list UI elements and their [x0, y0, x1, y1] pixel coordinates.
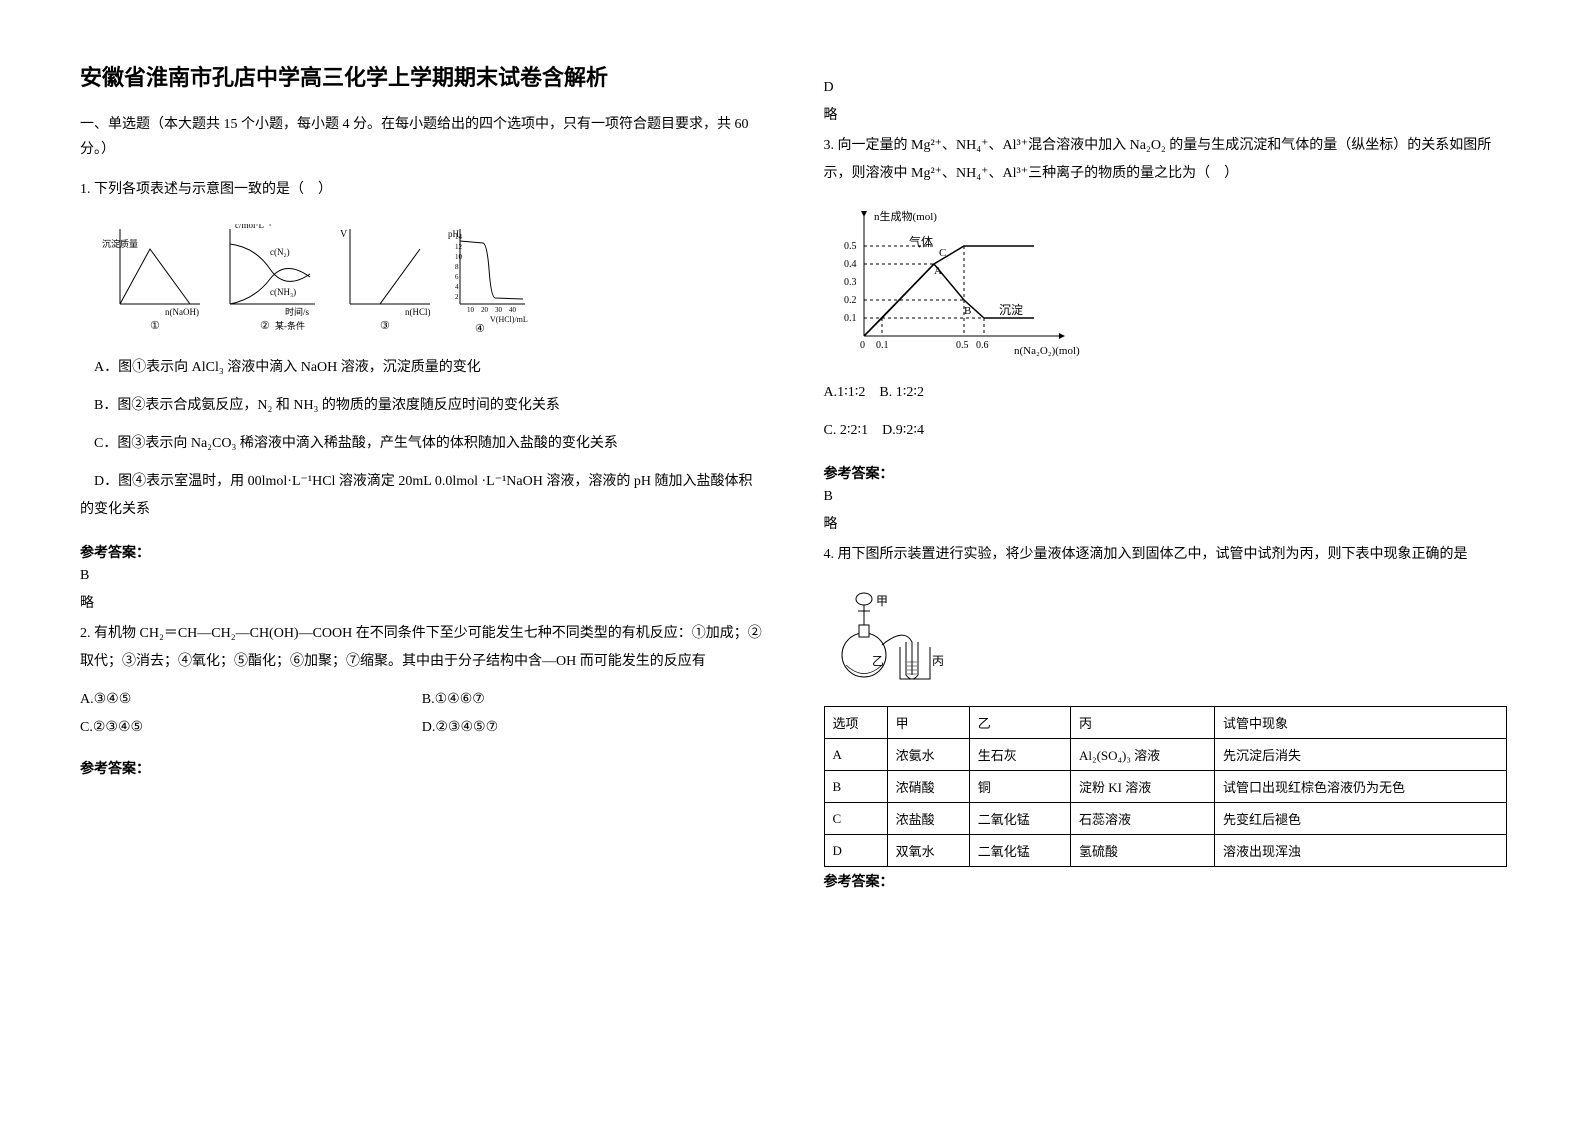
q2-answer-label: 参考答案：: [80, 758, 764, 778]
q3-optsAB: A.1∶1∶2 B. 1∶2∶2: [824, 379, 1508, 407]
page-title: 安徽省淮南市孔店中学高三化学上学期期末试卷含解析: [80, 60, 764, 92]
svg-text:10: 10: [467, 306, 475, 314]
svg-text:2: 2: [455, 293, 459, 301]
fig3-tag: ③: [380, 320, 390, 332]
fig2-ylabel: c/mol·L⁻¹: [235, 224, 272, 230]
svg-text:40: 40: [509, 306, 517, 314]
right-column: D 略 3. 向一定量的 Mg²⁺、NH₄⁺、Al³⁺混合溶液中加入 Na₂O₂…: [824, 60, 1508, 1062]
q4-yi: 乙: [872, 654, 884, 668]
th-bing: 丙: [1071, 707, 1215, 739]
q3-ylabel: n生成物(mol): [874, 209, 937, 223]
svg-text:0.4: 0.4: [844, 259, 857, 270]
q1-optB: B．图②表示合成氨反应，N₂ 和 NH₃ 的物质的量浓度随反应时间的变化关系: [80, 392, 764, 420]
svg-text:0: 0: [860, 340, 865, 351]
fig1-xlabel: n(NaOH): [165, 307, 199, 317]
svg-text:0.5: 0.5: [844, 241, 857, 252]
q3-gas-label: 气体: [909, 234, 933, 249]
q4-jia: 甲: [876, 594, 888, 608]
q2-options: A.③④⑤ B.①④⑥⑦ C.②③④⑤ D.②③④⑤⑦: [80, 686, 764, 742]
q2-optC: C.②③④⑤: [80, 714, 422, 742]
q3-stem: 3. 向一定量的 Mg²⁺、NH₄⁺、Al³⁺混合溶液中加入 Na₂O₂ 的量与…: [824, 132, 1508, 188]
q1-answer: B: [80, 568, 764, 584]
fig3-ylabel: V: [340, 229, 348, 240]
q4-figure: 甲 乙 丙: [834, 587, 1508, 692]
svg-text:B: B: [964, 305, 971, 317]
svg-text:0.6: 0.6: [976, 340, 989, 351]
fig4-xlabel: V(HCl)/mL: [490, 315, 528, 324]
q1-optA: A．图①表示向 AlCl₃ 溶液中滴入 NaOH 溶液，沉淀质量的变化: [80, 354, 764, 382]
q3-brief: 略: [824, 513, 1508, 533]
q4-answer-label: 参考答案：: [824, 871, 1508, 891]
th-phenom: 试管中现象: [1214, 707, 1506, 739]
q1-optC: C．图③表示向 Na₂CO₃ 稀溶液中滴入稀盐酸，产生气体的体积随加入盐酸的变化…: [80, 430, 764, 458]
q1-stem: 1. 下列各项表述与示意图一致的是（ ）: [80, 176, 764, 204]
q2-brief: 略: [824, 104, 1508, 124]
q3-xlabel: n(Na₂O₂)(mol): [1014, 345, 1080, 357]
th-jia: 甲: [887, 707, 969, 739]
q3-optB: B. 1∶2∶2: [879, 385, 924, 400]
q1-answer-label: 参考答案：: [80, 542, 764, 562]
fig2-n2: c(N₂): [270, 247, 290, 257]
svg-text:0.1: 0.1: [844, 313, 857, 324]
th-option: 选项: [824, 707, 887, 739]
table-row: B 浓硝酸 铜 淀粉 KI 溶液 试管口出现红棕色溶液仍为无色: [824, 771, 1507, 803]
fig4-tag: ④: [475, 323, 485, 334]
svg-text:14: 14: [455, 233, 463, 241]
q3-figure: n生成物(mol) n(Na₂O₂)(mol) 0.1 0.2 0.3 0.4 …: [834, 206, 1508, 371]
q2-answer: D: [824, 80, 1508, 96]
q1-optD: D．图④表示室温时，用 00lmol·L⁻¹HCl 溶液滴定 20mL 0.0l…: [80, 468, 764, 524]
q2-optB: B.①④⑥⑦: [422, 686, 764, 714]
svg-text:0.5: 0.5: [956, 340, 969, 351]
q3-answer: B: [824, 489, 1508, 505]
q4-stem: 4. 用下图所示装置进行实验，将少量液体逐滴加入到固体乙中，试管中试剂为丙，则下…: [824, 541, 1508, 569]
q3-precip-label: 沉淀: [999, 303, 1023, 317]
th-yi: 乙: [969, 707, 1070, 739]
q3-optA: A.1∶1∶2: [824, 385, 866, 400]
q2-optD: D.②③④⑤⑦: [422, 714, 764, 742]
fig1-tag: ①: [150, 320, 160, 332]
table-row: A 浓氨水 生石灰 Al₂(SO₄)₃ 溶液 先沉淀后消失: [824, 739, 1507, 771]
q3-optD: D.9∶2∶4: [882, 423, 924, 438]
fig2-xlabel: 时间/s: [285, 306, 310, 317]
q3-optC: C. 2∶2∶1: [824, 423, 869, 438]
svg-text:12: 12: [455, 243, 463, 251]
svg-text:30: 30: [495, 306, 503, 314]
q2-optA: A.③④⑤: [80, 686, 422, 714]
section-1-header: 一、单选题（本大题共 15 个小题，每小题 4 分。在每小题给出的四个选项中，只…: [80, 112, 764, 162]
q1-figure: 沉淀质量 n(NaOH) ① c/mol·L⁻¹ c(N₂) c(NH₃) 时间…: [100, 224, 764, 334]
fig2-tag: ②: [260, 320, 270, 332]
svg-text:C: C: [939, 247, 946, 259]
table-header-row: 选项 甲 乙 丙 试管中现象: [824, 707, 1507, 739]
svg-text:6: 6: [455, 273, 459, 281]
fig2-nh3: c(NH₃): [270, 287, 296, 297]
svg-text:0.3: 0.3: [844, 277, 857, 288]
svg-text:8: 8: [455, 263, 459, 271]
fig1-ylabel: 沉淀质量: [102, 238, 138, 249]
q3-optsCD: C. 2∶2∶1 D.9∶2∶4: [824, 417, 1508, 445]
left-column: 安徽省淮南市孔店中学高三化学上学期期末试卷含解析 一、单选题（本大题共 15 个…: [80, 60, 764, 1062]
table-row: D 双氧水 二氧化锰 氢硫酸 溶液出现浑浊: [824, 835, 1507, 867]
fig2-note: 某-条件: [275, 320, 305, 331]
q4-table: 选项 甲 乙 丙 试管中现象 A 浓氨水 生石灰 Al₂(SO₄)₃ 溶液 先沉…: [824, 706, 1508, 867]
svg-text:A: A: [934, 265, 942, 277]
svg-text:0.2: 0.2: [844, 295, 857, 306]
fig3-xlabel: n(HCl): [405, 307, 431, 317]
q4-bing: 丙: [932, 654, 944, 668]
table-row: C 浓盐酸 二氧化锰 石蕊溶液 先变红后褪色: [824, 803, 1507, 835]
svg-text:0.1: 0.1: [876, 340, 889, 351]
svg-text:20: 20: [481, 306, 489, 314]
svg-text:4: 4: [455, 283, 459, 291]
q3-answer-label: 参考答案：: [824, 463, 1508, 483]
q1-brief: 略: [80, 592, 764, 612]
svg-text:10: 10: [455, 253, 463, 261]
q2-stem: 2. 有机物 CH₂＝CH—CH₂—CH(OH)—COOH 在不同条件下至少可能…: [80, 620, 764, 676]
